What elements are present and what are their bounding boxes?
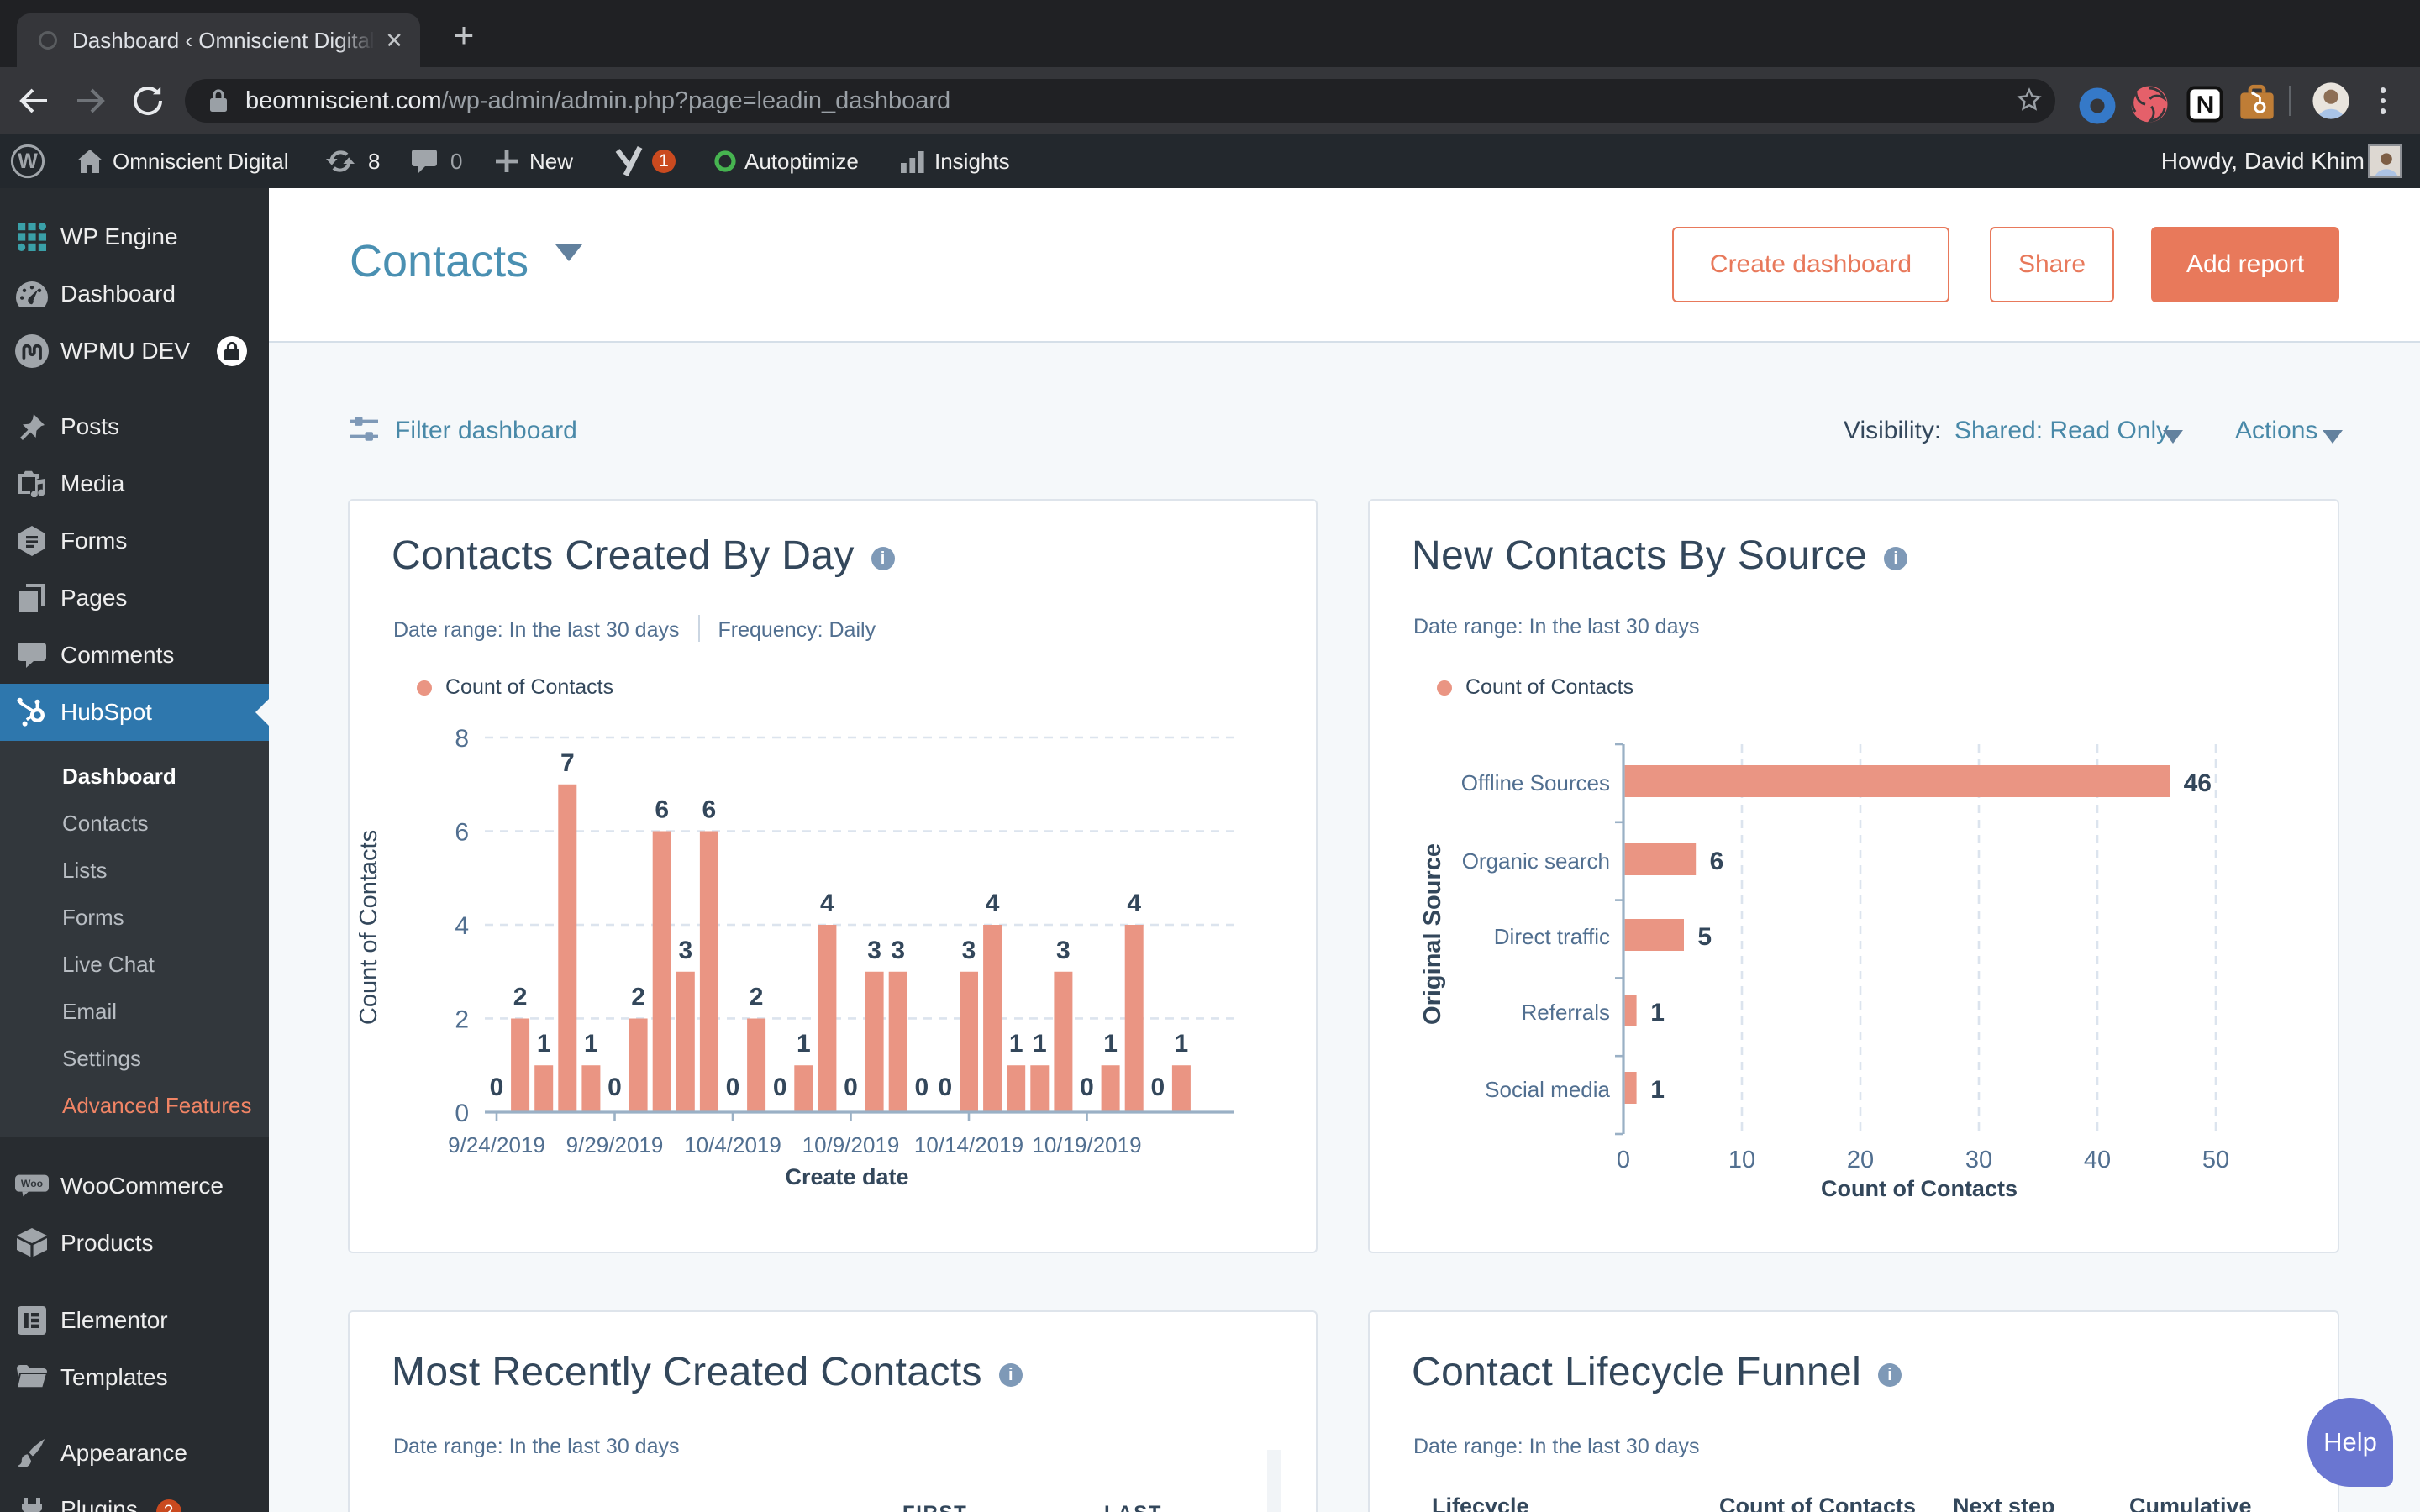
- svg-text:1: 1: [1103, 1030, 1118, 1058]
- svg-text:Count of Contacts: Count of Contacts: [1821, 1176, 2018, 1201]
- svg-text:0: 0: [914, 1074, 929, 1101]
- svg-text:2: 2: [631, 984, 645, 1011]
- svg-text:6: 6: [702, 796, 717, 824]
- svg-text:1: 1: [1650, 1076, 1665, 1104]
- svg-text:0: 0: [1080, 1074, 1094, 1101]
- svg-text:1: 1: [1009, 1030, 1023, 1058]
- svg-text:10/19/2019: 10/19/2019: [1032, 1132, 1141, 1158]
- svg-text:6: 6: [455, 818, 469, 846]
- svg-text:2: 2: [750, 984, 764, 1011]
- svg-text:3: 3: [891, 937, 905, 964]
- svg-text:0: 0: [608, 1074, 622, 1101]
- svg-text:Create date: Create date: [785, 1164, 908, 1189]
- svg-text:9/24/2019: 9/24/2019: [448, 1132, 545, 1158]
- svg-text:46: 46: [2184, 769, 2212, 797]
- svg-text:4: 4: [455, 912, 469, 940]
- svg-text:3: 3: [1056, 937, 1071, 964]
- svg-text:10/4/2019: 10/4/2019: [684, 1132, 781, 1158]
- svg-text:1: 1: [1033, 1030, 1047, 1058]
- svg-text:50: 50: [2202, 1147, 2229, 1173]
- svg-text:40: 40: [2084, 1147, 2111, 1173]
- svg-text:6: 6: [655, 796, 669, 824]
- svg-text:Direct traffic: Direct traffic: [1494, 924, 1610, 949]
- svg-text:1: 1: [584, 1030, 598, 1058]
- svg-text:3: 3: [867, 937, 881, 964]
- svg-text:1: 1: [1175, 1030, 1189, 1058]
- svg-text:Count of Contacts: Count of Contacts: [355, 830, 382, 1025]
- svg-text:Organic search: Organic search: [1462, 848, 1610, 874]
- svg-text:9/29/2019: 9/29/2019: [566, 1132, 664, 1158]
- svg-text:1: 1: [537, 1030, 551, 1058]
- svg-text:5: 5: [1697, 923, 1712, 951]
- svg-text:10/9/2019: 10/9/2019: [802, 1132, 900, 1158]
- svg-text:2: 2: [455, 1006, 469, 1034]
- svg-text:10: 10: [1728, 1147, 1755, 1173]
- svg-text:0: 0: [455, 1100, 469, 1127]
- svg-text:0: 0: [1617, 1147, 1630, 1173]
- svg-text:8: 8: [455, 725, 469, 753]
- svg-text:10/14/2019: 10/14/2019: [914, 1132, 1023, 1158]
- svg-text:2: 2: [513, 984, 528, 1011]
- svg-text:0: 0: [490, 1074, 504, 1101]
- svg-text:Referrals: Referrals: [1522, 1000, 1610, 1025]
- svg-text:0: 0: [773, 1074, 787, 1101]
- svg-text:4: 4: [1127, 890, 1141, 917]
- svg-text:W: W: [18, 150, 38, 173]
- svg-text:3: 3: [678, 937, 692, 964]
- svg-text:4: 4: [986, 890, 1000, 917]
- svg-text:6: 6: [1710, 848, 1724, 875]
- svg-text:0: 0: [939, 1074, 953, 1101]
- svg-text:3: 3: [962, 937, 976, 964]
- svg-text:0: 0: [726, 1074, 740, 1101]
- svg-text:1: 1: [1650, 999, 1665, 1026]
- svg-text:Woo: Woo: [21, 1178, 43, 1189]
- svg-text:1: 1: [797, 1030, 811, 1058]
- svg-text:0: 0: [1150, 1074, 1165, 1101]
- svg-text:20: 20: [1847, 1147, 1874, 1173]
- svg-text:7: 7: [560, 749, 575, 777]
- svg-text:30: 30: [1965, 1147, 1992, 1173]
- svg-text:Social media: Social media: [1485, 1077, 1610, 1102]
- svg-text:0: 0: [844, 1074, 858, 1101]
- svg-text:4: 4: [820, 890, 834, 917]
- svg-text:Offline Sources: Offline Sources: [1461, 770, 1610, 795]
- svg-text:Original Source: Original Source: [1419, 843, 1446, 1025]
